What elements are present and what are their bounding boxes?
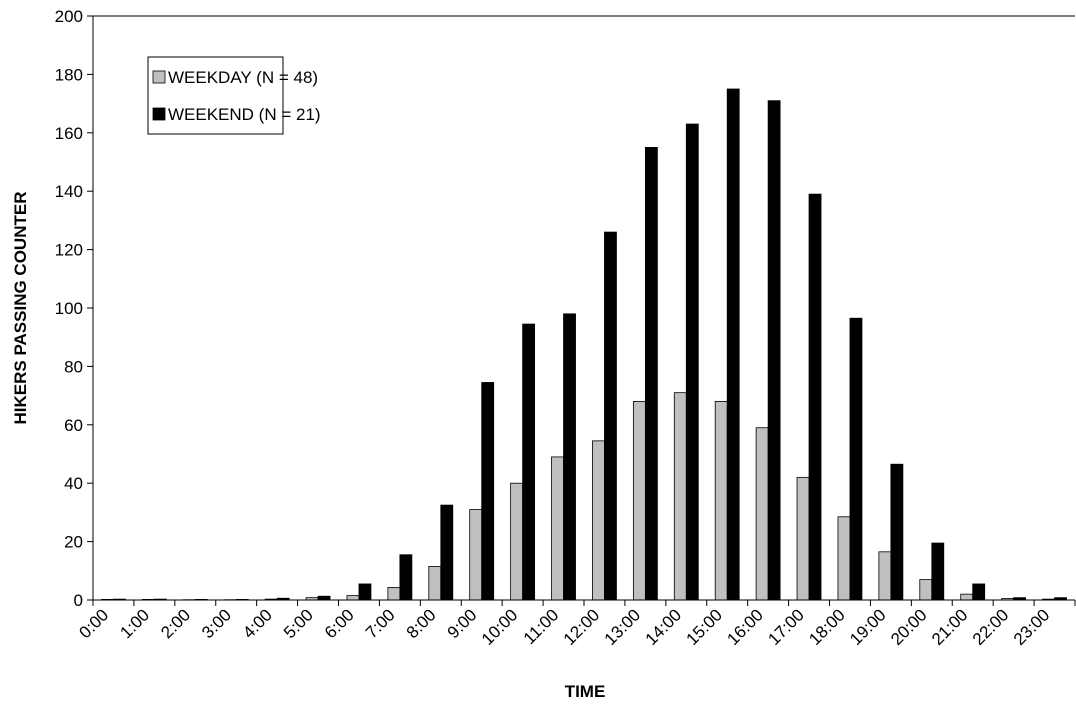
x-tick-label: 8:00: [403, 605, 440, 642]
bar: [604, 231, 617, 601]
bar: [685, 123, 699, 601]
x-tick-label: 20:00: [887, 605, 931, 649]
bar: [358, 583, 372, 601]
x-tick-label: 3:00: [198, 605, 235, 642]
bar: [890, 463, 904, 601]
bar: [767, 100, 781, 601]
bar: [399, 554, 413, 601]
bar: [346, 595, 360, 601]
x-tick-label: 0:00: [75, 605, 112, 642]
x-tick-label: 16:00: [723, 605, 767, 649]
bar: [551, 456, 564, 601]
x-tick-label: 13:00: [601, 605, 645, 649]
legend-swatch: [152, 107, 166, 121]
x-tick-label: 14:00: [642, 605, 686, 649]
y-tick-label: 0: [74, 591, 83, 610]
bar: [440, 504, 454, 601]
y-tick-label: 100: [55, 299, 83, 318]
bar: [878, 551, 892, 601]
x-tick-label: 6:00: [321, 605, 358, 642]
x-tick-label: 1:00: [116, 605, 153, 642]
x-tick-label: 11:00: [520, 605, 563, 648]
bar: [714, 401, 728, 601]
bar: [644, 146, 658, 601]
x-axis-label: TIME: [565, 682, 606, 701]
bar: [428, 566, 442, 601]
bar: [522, 323, 536, 601]
bar: [849, 317, 863, 601]
bar: [837, 516, 851, 601]
y-tick-label: 20: [64, 533, 83, 552]
y-axis-label: HIKERS PASSING COUNTER: [11, 192, 30, 425]
x-tick-label: 10:00: [478, 605, 522, 649]
x-tick-label: 22:00: [969, 605, 1013, 649]
y-tick-label: 60: [64, 416, 83, 435]
bar: [317, 595, 331, 601]
bar: [673, 392, 687, 601]
bar: [808, 193, 822, 601]
bar: [563, 313, 576, 601]
bar: [960, 593, 974, 601]
y-tick-label: 40: [64, 474, 83, 493]
x-tick-label: 19:00: [846, 605, 890, 649]
y-tick-label: 160: [55, 124, 83, 143]
x-tick-label: 15:00: [683, 605, 727, 649]
x-tick-label: 4:00: [239, 605, 276, 642]
y-tick-label: 200: [55, 7, 83, 26]
legend-box: [147, 56, 284, 135]
bar: [481, 382, 495, 601]
x-tick-label: 5:00: [280, 605, 317, 642]
x-tick-label: 2:00: [157, 605, 194, 642]
x-tick-label: 23:00: [1010, 605, 1054, 649]
bar: [510, 482, 524, 601]
bar: [469, 509, 483, 601]
bar: [796, 476, 810, 601]
bar: [632, 401, 646, 601]
x-tick-label: 9:00: [444, 605, 481, 642]
bar: [726, 88, 740, 601]
x-tick-label: 21:00: [928, 605, 972, 649]
legend-label: WEEKDAY (N = 48): [168, 68, 318, 87]
bar: [919, 579, 933, 601]
legend-swatch: [152, 70, 166, 84]
x-tick-label: 12:00: [560, 605, 604, 649]
bar: [592, 440, 605, 601]
y-tick-label: 140: [55, 182, 83, 201]
y-tick-label: 80: [64, 357, 83, 376]
y-tick-label: 120: [55, 241, 83, 260]
bar: [972, 583, 986, 601]
legend-label: WEEKEND (N = 21): [168, 105, 321, 124]
bar: [387, 587, 401, 601]
x-tick-label: 7:00: [362, 605, 399, 642]
x-tick-label: 17:00: [764, 605, 808, 649]
y-tick-label: 180: [55, 65, 83, 84]
bar: [755, 427, 769, 601]
bar: [931, 542, 945, 601]
x-tick-label: 18:00: [805, 605, 849, 649]
